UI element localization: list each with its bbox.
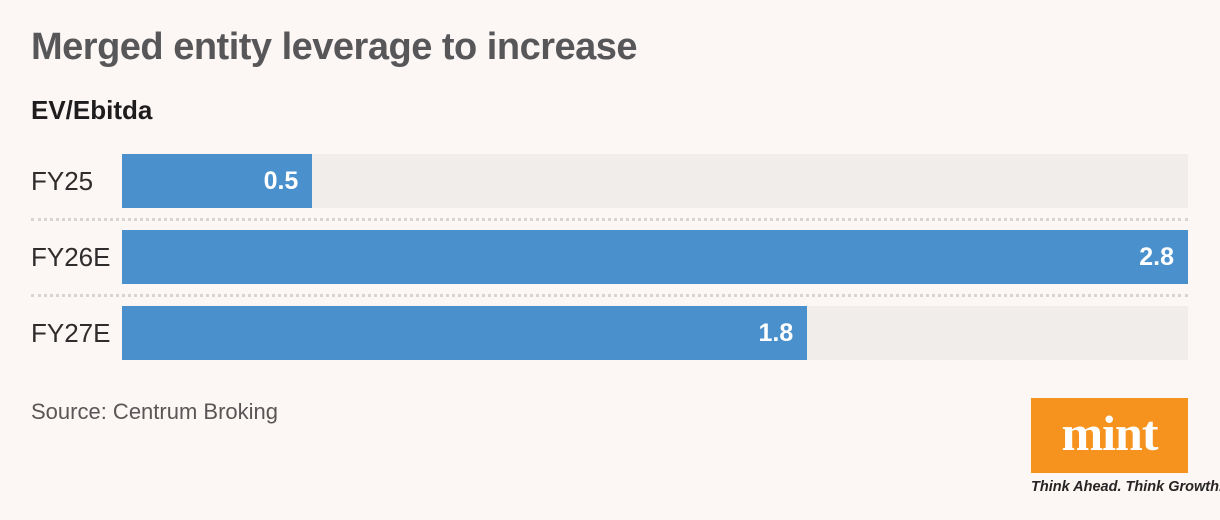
chart-title: Merged entity leverage to increase [31,26,638,68]
row-label: FY27E [31,317,111,348]
mint-brand-block: mint Think Ahead. Think Growth. [1031,398,1220,495]
bar-chart: FY25 0.5 FY26E 2.8 FY27E 1.8 [31,154,1188,360]
bar-fill: 0.5 [122,154,313,208]
bar-row: FY25 0.5 [31,154,1188,208]
bar-fill: 2.8 [122,230,1188,284]
bar-track: 2.8 [122,230,1188,284]
chart-subtitle: EV/Ebitda [31,95,153,125]
row-separator [31,218,1188,221]
bar-value: 2.8 [1139,242,1174,271]
bar-row: FY26E 2.8 [31,230,1188,284]
row-separator [31,294,1188,297]
source-note: Source: Centrum Broking [31,399,278,424]
mint-tagline: Think Ahead. Think Growth. [1031,479,1220,495]
bar-track: 1.8 [122,306,1188,360]
bar-row: FY27E 1.8 [31,306,1188,360]
bar-value: 0.5 [263,166,299,195]
row-label: FY26E [31,241,111,272]
mint-logo: mint [1031,398,1188,473]
row-label: FY25 [31,165,94,196]
mint-logo-text: mint [1061,404,1159,461]
bar-value: 1.8 [758,318,794,347]
bar-fill: 1.8 [122,306,808,360]
bar-track: 0.5 [122,154,1188,208]
